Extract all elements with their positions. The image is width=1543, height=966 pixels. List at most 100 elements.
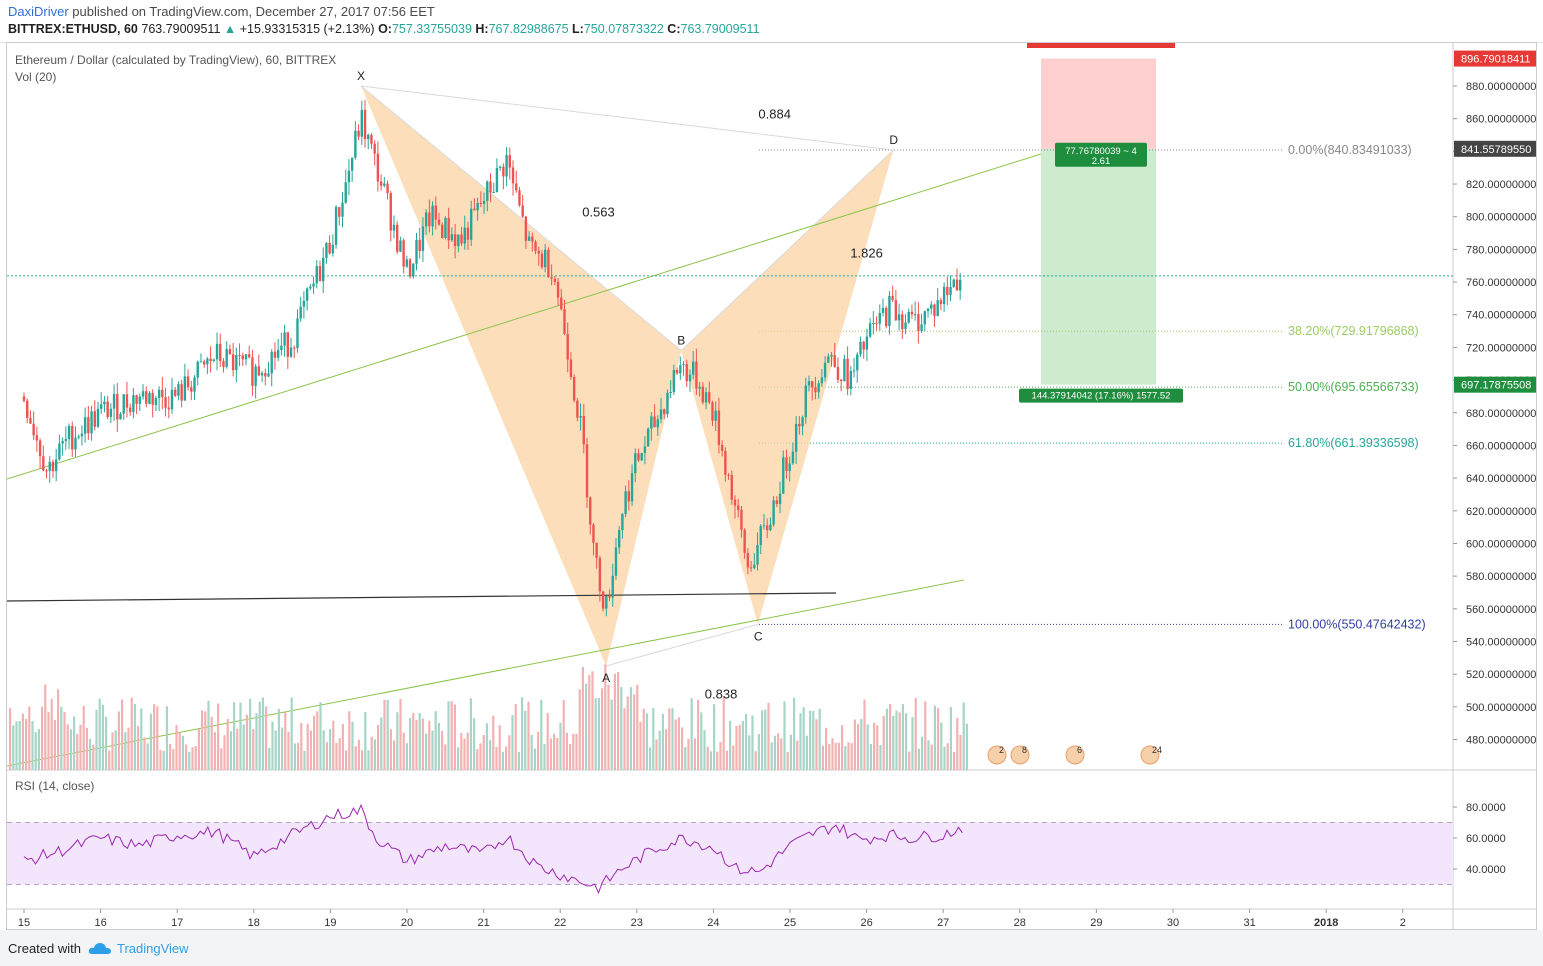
candle-body: [437, 219, 441, 225]
candle-body: [872, 322, 875, 324]
volume-bar: [767, 702, 770, 770]
low-value: 750.07873322: [583, 22, 664, 36]
candle-body: [646, 428, 650, 447]
candle-body: [936, 300, 939, 317]
volume-bar: [473, 718, 476, 770]
volume-bar: [140, 708, 143, 770]
volume-bar: [591, 671, 594, 770]
candle-body: [350, 157, 354, 171]
take-profit-zone: [1041, 148, 1156, 385]
volume-bar: [114, 730, 117, 770]
pattern-point-label: D: [889, 133, 898, 147]
candle-body: [289, 347, 293, 357]
chart-area[interactable]: 0.00%(840.83491033) 38.20%(729.91796868) 5…: [6, 42, 1537, 930]
volume-bar: [661, 714, 664, 770]
candle-body: [891, 295, 894, 301]
horizontal-support-line: [7, 592, 837, 602]
time-tick-label: 20: [401, 917, 413, 929]
price-tick-label: 760.00000000: [1466, 277, 1536, 289]
fib-level-label: 0.00%(840.83491033): [1288, 143, 1412, 157]
candle-body: [695, 361, 698, 389]
candle-body: [656, 419, 659, 428]
volume-bar: [181, 735, 184, 770]
volume-bar: [162, 750, 165, 770]
candle-body: [138, 396, 142, 404]
pattern-ratio-line: [360, 85, 894, 151]
time-tick-label: 23: [631, 917, 643, 929]
candle-body: [939, 300, 943, 305]
candle-body: [96, 408, 100, 427]
candle-body: [90, 411, 93, 434]
volume-bar: [713, 704, 716, 770]
volume-bar: [149, 713, 152, 770]
volume-bar: [153, 704, 156, 770]
candle-body: [383, 183, 386, 186]
candle-body: [48, 461, 51, 471]
candle-body: [856, 354, 859, 371]
volume-bar: [117, 711, 120, 770]
candle-body: [370, 134, 373, 144]
volume-bar: [393, 740, 396, 770]
volume-bar: [671, 708, 674, 770]
candle-body: [112, 393, 116, 409]
price-tick-label: 660.00000000: [1466, 440, 1536, 452]
volume-bar: [905, 713, 908, 770]
volume-bar: [178, 732, 181, 770]
price-tick-label: 600.00000000: [1466, 538, 1536, 550]
candle-body: [379, 181, 383, 186]
tradingview-brand-link[interactable]: TradingView: [117, 941, 189, 956]
volume-bar: [73, 716, 76, 770]
volume-bar: [245, 714, 248, 770]
volume-bar: [457, 747, 460, 770]
volume-bar: [841, 725, 844, 770]
volume-bar: [725, 750, 728, 770]
candle-body: [550, 277, 553, 279]
volume-bar: [556, 737, 559, 770]
time-tick-label: 21: [477, 917, 489, 929]
volume-bar: [732, 745, 735, 770]
volume-bar: [809, 710, 812, 770]
volume-bar: [498, 725, 501, 770]
volume-bar: [169, 743, 172, 770]
candle-body: [920, 324, 923, 332]
volume-bar: [127, 727, 130, 770]
candle-body: [672, 369, 676, 392]
candle-body: [325, 242, 328, 258]
event-flag-icon: [987, 745, 1007, 765]
volume-bar: [453, 704, 456, 770]
candle-body: [122, 394, 125, 414]
candle-body: [704, 392, 708, 403]
candle-body: [753, 564, 756, 568]
candle-body: [930, 304, 933, 309]
volume-bar: [789, 734, 792, 770]
volume-bar: [242, 724, 245, 770]
volume-bar: [201, 710, 204, 770]
volume-bar: [882, 715, 885, 770]
volume-bar: [639, 721, 642, 770]
volume-bar: [953, 751, 956, 770]
candle-body: [849, 370, 853, 389]
volume-bar: [319, 702, 322, 770]
volume-bar: [940, 722, 943, 770]
reward-label-box: [1019, 388, 1183, 403]
low-label: L:: [572, 22, 584, 36]
candle-body: [540, 253, 544, 268]
candle-body: [556, 281, 560, 298]
author-link[interactable]: DaxiDriver: [8, 4, 69, 19]
volume-bar: [613, 673, 616, 770]
high-value: 767.82988675: [488, 22, 569, 36]
candle-body: [251, 357, 254, 386]
candle-body: [309, 286, 312, 289]
volume-bar: [233, 702, 236, 770]
volume-bar: [655, 739, 658, 770]
candle-body: [193, 377, 196, 392]
volume-bar: [25, 718, 28, 770]
candle-body: [61, 440, 64, 444]
volume-bar: [316, 711, 319, 770]
candle-body: [923, 311, 927, 325]
volume-bar: [703, 730, 706, 770]
price-chart-svg[interactable]: 0.00%(840.83491033) 38.20%(729.91796868) 5…: [7, 43, 1536, 929]
price-tick-label: 580.00000000: [1466, 571, 1536, 583]
candle-body: [878, 312, 881, 324]
volume-bar: [505, 746, 508, 770]
